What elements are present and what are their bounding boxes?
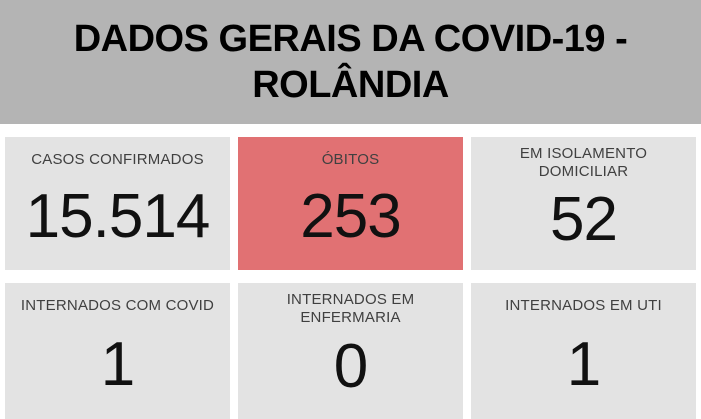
- scorecard-label: INTERNADOS EM UTI: [505, 297, 662, 315]
- scorecard-label: ÓBITOS: [321, 151, 380, 169]
- scorecard-internados-em-uti: INTERNADOS EM UTI 1: [471, 283, 696, 419]
- scorecard-value: 1: [566, 329, 601, 399]
- scorecard-em-isolamento-domiciliar: EM ISOLAMENTO DOMICILIAR 52: [471, 137, 696, 270]
- scorecard-value: 0: [333, 332, 368, 402]
- scorecard-label: INTERNADOS EM ENFERMARIA: [286, 291, 415, 326]
- scorecard-label: INTERNADOS COM COVID: [20, 297, 215, 315]
- scorecard-internados-com-covid: INTERNADOS COM COVID 1: [5, 283, 230, 419]
- report-header: DADOS GERAIS DA COVID-19 - ROLÂNDIA: [0, 0, 701, 124]
- page-title: DADOS GERAIS DA COVID-19 - ROLÂNDIA: [73, 17, 628, 106]
- scorecard-grid: CASOS CONFIRMADOS 15.514 ÓBITOS 253 EM I…: [0, 137, 701, 419]
- scorecard-casos-confirmados: CASOS CONFIRMADOS 15.514: [5, 137, 230, 270]
- scorecard-value: 253: [300, 182, 401, 251]
- scorecard-value: 1: [100, 329, 135, 399]
- scorecard-obitos: ÓBITOS 253: [238, 137, 463, 270]
- scorecard-label: EM ISOLAMENTO DOMICILIAR: [519, 145, 648, 180]
- scorecard-value: 52: [550, 184, 618, 254]
- scorecard-label: CASOS CONFIRMADOS: [31, 151, 204, 169]
- scorecard-value: 15.514: [25, 182, 211, 251]
- scorecard-internados-em-enfermaria: INTERNADOS EM ENFERMARIA 0: [238, 283, 463, 419]
